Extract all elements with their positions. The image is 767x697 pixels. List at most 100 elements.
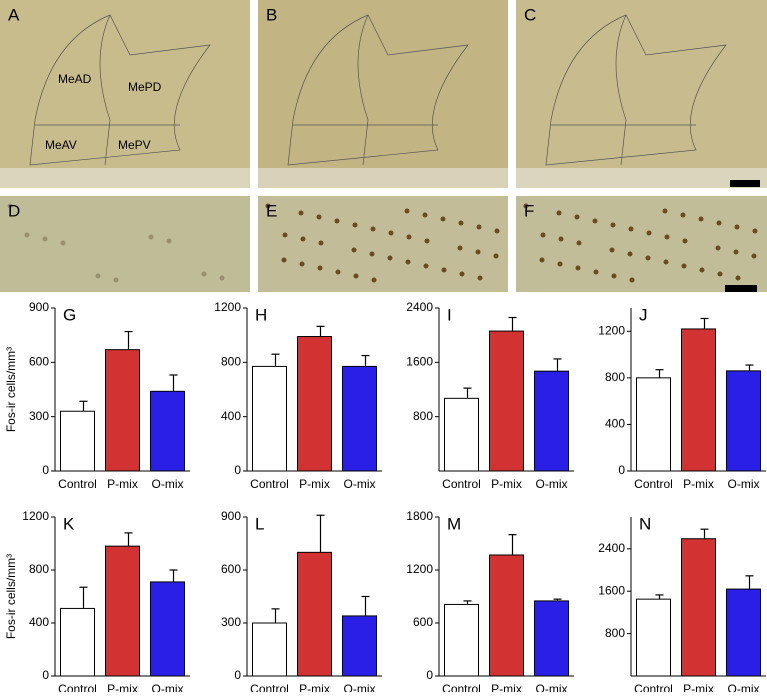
x-tick-label: P-mix [491, 477, 522, 491]
bar [150, 390, 185, 472]
cell [627, 251, 633, 257]
cell [387, 255, 393, 261]
x-tick-label: Control [634, 477, 673, 491]
panel-label: F [524, 201, 534, 220]
scale-bar [730, 180, 760, 187]
x-tick-label: O-mix [536, 477, 568, 491]
panel-label: M [447, 514, 461, 533]
cell [441, 267, 447, 273]
bar [252, 365, 287, 472]
y-tick-label: 600 [413, 615, 433, 629]
y-tick-label: 0 [234, 668, 241, 682]
panel-label: E [266, 201, 277, 220]
cell [316, 214, 322, 220]
cell [371, 277, 377, 283]
cell [423, 263, 429, 269]
cell [698, 216, 704, 222]
y-tick-label: 1800 [406, 509, 433, 523]
panel-label: I [447, 305, 452, 324]
y-tick-label: 0 [618, 463, 625, 477]
cell [440, 216, 446, 222]
cell [540, 232, 546, 238]
bar [636, 377, 671, 472]
x-tick-label: P-mix [683, 477, 714, 491]
cell [663, 259, 669, 265]
y-tick-label: 1200 [22, 509, 49, 523]
cell [424, 238, 430, 244]
cell [148, 234, 154, 240]
y-tick-label: 600 [29, 355, 49, 369]
micrograph [0, 196, 250, 292]
cell [752, 228, 758, 234]
cell [735, 275, 741, 281]
bar [534, 600, 569, 677]
y-tick-label: 300 [29, 409, 49, 423]
y-axis-label: Fos-ir cells/mm³ [4, 347, 18, 432]
cell [664, 234, 670, 240]
cell [42, 236, 48, 242]
region-label: MeAD [58, 72, 92, 86]
cell [60, 240, 66, 246]
y-tick-label: 1600 [406, 355, 433, 369]
panel-label: J [639, 305, 648, 324]
cell [716, 220, 722, 226]
cell [475, 249, 481, 255]
y-tick-label: 0 [42, 668, 49, 682]
cell [300, 236, 306, 242]
y-tick-label: 1200 [214, 300, 241, 314]
region-outline [287, 14, 469, 166]
x-tick-label: P-mix [107, 682, 138, 692]
bar [681, 538, 716, 677]
bar [636, 598, 671, 677]
cell [476, 224, 482, 230]
x-tick-label: O-mix [728, 682, 760, 692]
cell [682, 238, 688, 244]
cell [351, 247, 357, 253]
cell [265, 203, 271, 209]
bar [150, 581, 185, 677]
y-tick-label: 600 [221, 562, 241, 576]
bar [534, 370, 569, 472]
x-tick-label: P-mix [299, 682, 330, 692]
cell [353, 273, 359, 279]
panel-label: B [266, 5, 277, 24]
region-label: MePD [128, 80, 162, 94]
bar [444, 397, 479, 472]
ground [258, 168, 508, 188]
x-tick-label: Control [442, 682, 481, 692]
cell [592, 218, 598, 224]
region-label: MePV [118, 138, 151, 152]
bar [60, 410, 95, 472]
cell [298, 210, 304, 216]
cell [699, 267, 705, 273]
cell [628, 226, 634, 232]
x-tick-label: P-mix [491, 682, 522, 692]
y-tick-label: 400 [221, 409, 241, 423]
x-tick-label: O-mix [152, 477, 184, 491]
cell [646, 230, 652, 236]
bar [726, 588, 761, 677]
cell [166, 238, 172, 244]
cell [629, 277, 635, 283]
y-tick-label: 800 [605, 626, 625, 640]
cell [645, 255, 651, 261]
y-tick-label: 900 [221, 509, 241, 523]
cell [459, 271, 465, 277]
cell [523, 203, 529, 209]
bar [726, 370, 761, 472]
cell [405, 259, 411, 265]
cell [317, 265, 323, 271]
cell [281, 257, 287, 263]
cell [318, 240, 324, 246]
y-tick-label: 800 [221, 355, 241, 369]
scale-bar [725, 285, 757, 292]
cell [201, 271, 207, 277]
cell [388, 230, 394, 236]
bar [681, 328, 716, 472]
y-tick-label: 2400 [598, 541, 625, 555]
region-outline [29, 14, 211, 166]
cell [493, 253, 499, 259]
y-tick-label: 300 [221, 615, 241, 629]
micrograph [258, 0, 508, 188]
